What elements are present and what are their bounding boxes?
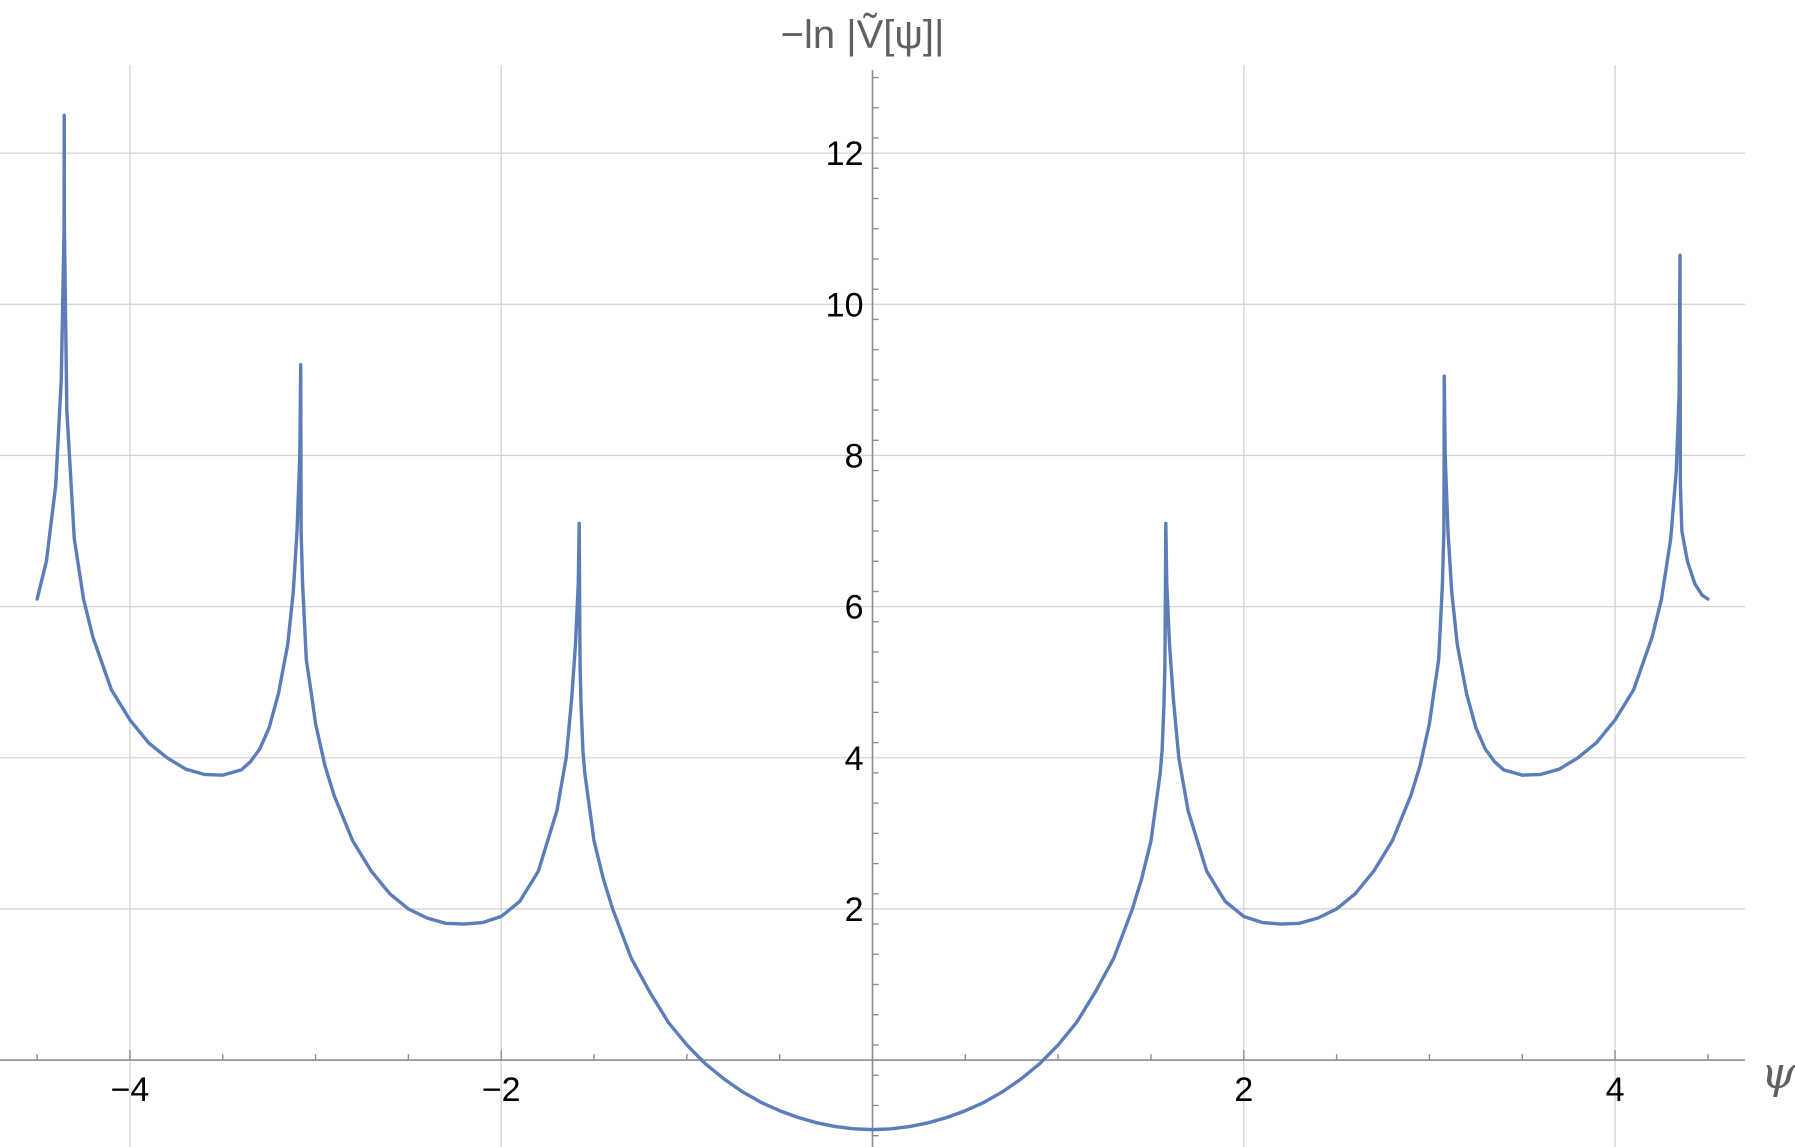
x-tick-label: −2: [482, 1071, 521, 1109]
x-tick-label: 2: [1234, 1071, 1253, 1109]
x-tick-label: 4: [1606, 1071, 1625, 1109]
series-line: [35, 113, 1710, 1132]
y-tick-label: 8: [845, 437, 864, 475]
x-tick-label: −4: [111, 1071, 150, 1109]
axes: [0, 70, 1745, 1147]
y-axis-title: −ln |Ṽ[ψ]|: [781, 12, 945, 57]
y-tick-label: 12: [826, 135, 864, 173]
y-tick-label: 2: [845, 891, 864, 929]
tick-labels: −4 −2 2 4 2 4 6 8 10 12: [111, 135, 1625, 1109]
y-tick-label: 6: [845, 589, 864, 627]
y-tick-label: 4: [845, 740, 864, 778]
x-axis-title: ψ: [1761, 1048, 1795, 1099]
y-tick-label: 10: [826, 286, 864, 324]
ticks: [36, 76, 1709, 1137]
series: [35, 113, 1710, 1132]
